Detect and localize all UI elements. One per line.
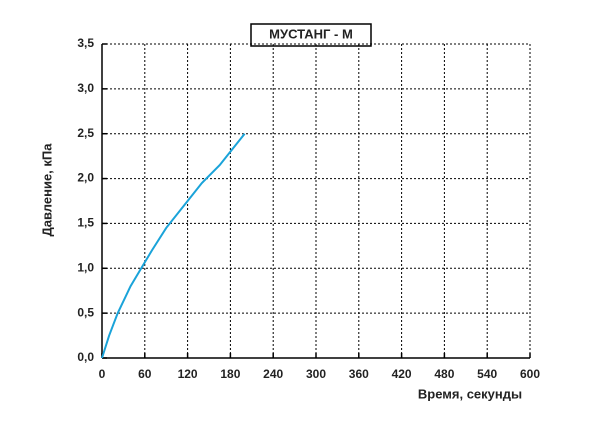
x-tick-label: 600 bbox=[520, 367, 540, 381]
y-tick-label: 3,0 bbox=[77, 81, 94, 95]
y-tick-label: 1,0 bbox=[77, 260, 94, 274]
y-tick-label: 1,5 bbox=[77, 216, 94, 230]
y-axis-label: Давление, кПа bbox=[39, 143, 54, 237]
x-tick-label: 300 bbox=[306, 367, 326, 381]
y-tick-label: 2,5 bbox=[77, 126, 94, 140]
y-tick-label: 0,0 bbox=[77, 350, 94, 364]
x-tick-label: 480 bbox=[434, 367, 454, 381]
y-tick-label: 3,5 bbox=[77, 36, 94, 50]
x-tick-label: 360 bbox=[349, 367, 369, 381]
x-tick-label: 0 bbox=[99, 367, 106, 381]
y-tick-label: 2,0 bbox=[77, 171, 94, 185]
x-tick-label: 120 bbox=[178, 367, 198, 381]
x-tick-label: 540 bbox=[477, 367, 497, 381]
x-axis-label: Время, секунды bbox=[418, 386, 522, 401]
x-tick-label: 180 bbox=[220, 367, 240, 381]
x-tick-label: 240 bbox=[263, 367, 283, 381]
title-box bbox=[250, 23, 372, 47]
x-tick-label: 420 bbox=[392, 367, 412, 381]
y-tick-label: 0,5 bbox=[77, 305, 94, 319]
x-tick-label: 60 bbox=[138, 367, 152, 381]
data-line bbox=[101, 133, 246, 359]
chart-title: МУСТАНГ - М bbox=[269, 26, 353, 41]
